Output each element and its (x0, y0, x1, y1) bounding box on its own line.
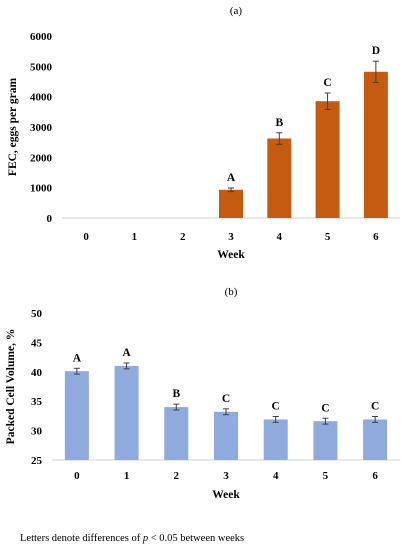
pcv-bar-week-4 (263, 419, 288, 460)
pcv-bar-week-0 (64, 371, 89, 460)
fec-x-tick-label: 4 (277, 231, 283, 243)
pcv-y-tick-label: 40 (31, 367, 43, 379)
pcv-error-bar-week-6 (372, 415, 379, 423)
pcv-significance-letter: C (272, 400, 280, 412)
pcv-x-tick-label: 6 (372, 470, 378, 482)
fec-bar-week-4 (267, 138, 292, 218)
pcv-bar-week-1 (114, 365, 139, 460)
pcv-significance-letter: C (222, 393, 230, 405)
fec-significance-letter: B (275, 117, 283, 129)
pcv-y-tick-label: 45 (31, 337, 43, 349)
pcv-y-tick-label: 50 (31, 308, 43, 320)
pcv-y-tick-label: 30 (31, 426, 43, 438)
pcv-x-tick-label: 5 (323, 470, 329, 482)
pcv-error-bar-week-4 (272, 415, 279, 423)
pcv-y-tick-label: 25 (31, 455, 43, 467)
chart-pcv: (b) 25 30 35 40 45 50 A 0 A 1 B 2 C 3 C 4 C 5 C 6 Week Packed … (5, 286, 400, 501)
fec-y-tick-label: 6000 (30, 31, 53, 43)
fec-x-tick-label: 5 (325, 231, 331, 243)
fec-x-tick-label: 0 (83, 231, 89, 243)
pcv-bar-week-6 (363, 419, 388, 460)
fec-x-tick-label: 3 (228, 231, 234, 243)
pcv-bar-week-3 (214, 411, 238, 460)
fec-x-tick-label: 6 (373, 231, 379, 243)
pcv-error-bar-week-5 (322, 417, 329, 425)
fec-bar-week-5 (315, 101, 340, 218)
fec-y-tick-label: 4000 (30, 92, 53, 104)
pcv-significance-letter: C (321, 402, 329, 414)
fec-significance-letter: D (372, 45, 380, 57)
fec-error-bar-week-3 (228, 187, 234, 193)
pcv-x-tick-label: 0 (74, 470, 80, 482)
pcv-significance-letter: A (73, 352, 82, 364)
fec-y-tick-label: 0 (47, 213, 53, 225)
fec-error-bar-week-6 (372, 60, 379, 83)
fec-error-bar-week-4 (276, 132, 283, 145)
pcv-x-axis-title: Week (212, 489, 240, 501)
pcv-x-tick-label: 2 (174, 470, 180, 482)
pcv-significance-letter: C (371, 400, 379, 412)
fec-y-tick-label: 3000 (30, 122, 53, 134)
footnote-text-after: < 0.05 between weeks (148, 533, 245, 544)
pcv-significance-letter: B (172, 388, 180, 400)
fec-bar-week-3 (219, 189, 243, 218)
fec-significance-letter: A (227, 172, 236, 184)
pcv-significance-letter: A (122, 347, 131, 359)
pcv-y-tick-label: 35 (31, 396, 43, 408)
fec-panel-label: (a) (230, 5, 243, 17)
pcv-bar-week-2 (164, 407, 189, 460)
fec-x-axis-title: Week (217, 249, 245, 261)
pcv-bar-week-5 (313, 421, 338, 460)
fec-error-bar-week-5 (324, 92, 331, 110)
fec-y-tick-label: 2000 (30, 152, 53, 164)
fec-bar-week-6 (363, 71, 388, 218)
pcv-x-tick-label: 4 (273, 470, 279, 482)
fec-significance-letter: C (323, 77, 331, 89)
footnote-p-italic: p (142, 533, 149, 544)
fec-x-tick-label: 1 (132, 231, 138, 243)
pcv-y-axis-title: Packed Cell Volume, % (5, 329, 17, 445)
pcv-panel-label: (b) (225, 286, 238, 298)
fec-y-axis-title: FEC, eggs per gram (7, 78, 19, 177)
footnote-text-before: Letters denote differences of (20, 533, 143, 544)
chart-fec: (a) 0 1000 2000 3000 4000 5000 6000 0 1 2 A 3 B 4 C 5 D 6 W… (7, 5, 400, 261)
pcv-x-tick-label: 1 (124, 470, 130, 482)
fec-y-tick-label: 5000 (30, 61, 53, 73)
pcv-x-tick-label: 3 (223, 470, 229, 482)
fec-x-tick-label: 2 (180, 231, 186, 243)
pcv-error-bar-week-2 (173, 403, 180, 411)
pcv-error-bar-week-0 (73, 367, 80, 375)
pcv-error-bar-week-3 (223, 408, 229, 416)
pcv-error-bar-week-1 (123, 362, 130, 370)
footnote: Letters denote differences of p < 0.05 b… (20, 533, 244, 544)
fec-y-tick-label: 1000 (30, 183, 53, 195)
